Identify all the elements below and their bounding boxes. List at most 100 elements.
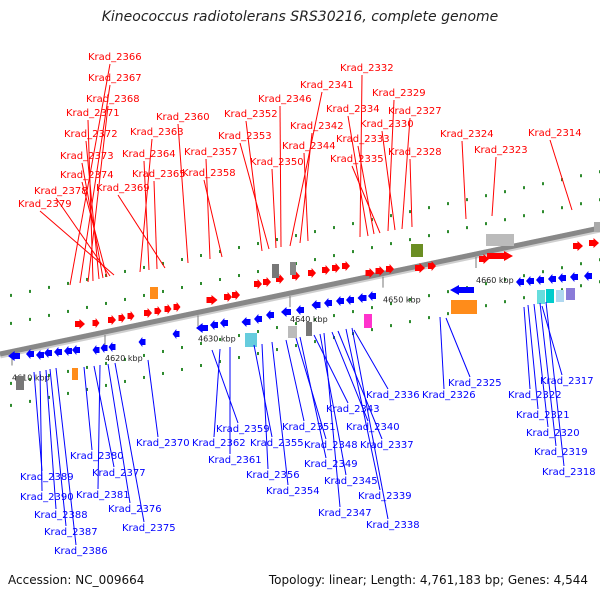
feature-box	[16, 376, 24, 390]
guide-dot	[504, 278, 506, 282]
guide-dot	[295, 322, 297, 326]
guide-dot	[143, 265, 145, 269]
guide-dot	[257, 352, 259, 356]
guide-dot	[219, 278, 221, 282]
guide-dot	[124, 297, 126, 301]
guide-dot	[200, 282, 202, 285]
guide-dot	[86, 387, 88, 391]
reverse-gene-label: Krad_2355	[250, 438, 304, 449]
reverse-gene-leader	[39, 370, 43, 492]
forward-gene-leader	[205, 158, 211, 260]
feature-box	[594, 222, 600, 232]
forward-gene-label: Krad_2363	[130, 127, 184, 138]
reverse-gene-label: Krad_2340	[346, 422, 400, 433]
reverse-gene-label: Krad_2325	[448, 378, 502, 389]
reverse-gene-label: Krad_2349	[304, 459, 358, 470]
reverse-gene-leader	[545, 301, 565, 467]
forward-gene-arrow	[487, 251, 513, 261]
reverse-gene-arrow	[516, 277, 524, 287]
forward-gene-leader	[239, 142, 270, 250]
guide-dot	[276, 238, 278, 242]
reverse-gene-arrow	[64, 346, 72, 356]
scale-tick-label: 4610 kbp	[12, 373, 50, 382]
forward-gene-label: Krad_2334	[326, 104, 380, 115]
forward-gene-arrow	[263, 277, 271, 287]
guide-dot	[124, 357, 126, 361]
guide-dot	[523, 214, 525, 218]
forward-gene-label: Krad_2374	[60, 170, 114, 181]
guide-dot	[504, 190, 506, 194]
guide-dot	[371, 306, 373, 310]
guide-dot	[466, 226, 468, 230]
guide-dot	[257, 330, 259, 334]
reverse-gene-arrow	[72, 345, 80, 355]
forward-gene-leader	[39, 210, 115, 276]
guide-dot	[390, 302, 392, 306]
guide-dot	[238, 334, 240, 338]
guide-dot	[105, 301, 107, 305]
forward-gene-leader	[279, 105, 282, 248]
reverse-gene-arrow	[357, 293, 367, 303]
reverse-gene-arrow	[324, 298, 332, 308]
guide-dot	[10, 293, 12, 297]
map-title: Kineococcus radiotolerans SRS30216, comp…	[101, 9, 499, 25]
forward-gene-label: Krad_2346	[258, 94, 312, 105]
reverse-gene-leader	[527, 304, 539, 410]
guide-dot	[86, 365, 88, 369]
guide-dot	[580, 262, 582, 266]
reverse-gene-leader	[55, 367, 77, 546]
reverse-gene-label: Krad_2321	[516, 410, 570, 421]
forward-gene-arrow	[144, 308, 152, 318]
reverse-gene-arrow	[548, 274, 556, 284]
guide-dot	[162, 261, 164, 265]
guide-dot	[447, 202, 449, 206]
reverse-gene-label: Krad_2381	[76, 490, 130, 501]
guide-dot	[238, 274, 240, 278]
forward-gene-arrow	[127, 311, 135, 321]
reverse-gene-label: Krad_2319	[534, 447, 588, 458]
scale-tick-label: 4620 kbp	[105, 354, 143, 363]
reverse-gene-label: Krad_2380	[70, 451, 124, 462]
guide-dot	[219, 250, 221, 254]
forward-gene-label: Krad_2344	[282, 141, 336, 152]
guide-dot	[181, 367, 183, 371]
scale-tick-label: 4640 kbp	[290, 315, 328, 324]
reverse-gene-leader	[353, 329, 389, 390]
guide-dot	[276, 348, 278, 352]
guide-dot	[390, 324, 392, 328]
forward-gene-label: Krad_2353	[218, 131, 272, 142]
forward-gene-label: Krad_2330	[360, 119, 414, 130]
guide-dot	[238, 246, 240, 250]
forward-gene-leader	[491, 156, 497, 217]
forward-gene-arrow	[92, 318, 100, 328]
guide-dot	[352, 222, 354, 226]
guide-dot	[67, 309, 69, 313]
guide-dot	[162, 349, 164, 353]
guide-dot	[162, 289, 164, 293]
guide-dot	[447, 312, 449, 316]
forward-gene-arrow	[365, 268, 375, 278]
reverse-gene-leader	[541, 305, 563, 376]
forward-gene-leader	[289, 91, 323, 247]
guide-dot	[485, 222, 487, 226]
forward-gene-arrow	[108, 315, 116, 325]
forward-gene-arrow	[322, 265, 330, 275]
guide-dot	[29, 377, 31, 381]
feature-box	[451, 300, 477, 314]
guide-dot	[48, 395, 50, 399]
reverse-gene-leader	[107, 363, 131, 504]
feature-box	[411, 244, 423, 257]
guide-dot	[333, 314, 335, 318]
forward-gene-label: Krad_2323	[474, 145, 528, 156]
guide-dot	[200, 342, 202, 345]
reverse-gene-leader	[445, 317, 471, 378]
guide-dot	[219, 338, 221, 342]
forward-gene-label: Krad_2350	[250, 157, 304, 168]
reverse-gene-label: Krad_2362	[192, 438, 246, 449]
forward-gene-leader	[271, 168, 277, 249]
guide-dot	[67, 369, 69, 373]
reverse-gene-leader	[45, 369, 57, 510]
forward-gene-leader	[203, 179, 223, 258]
forward-gene-leader	[381, 130, 396, 231]
feature-box	[556, 290, 564, 302]
